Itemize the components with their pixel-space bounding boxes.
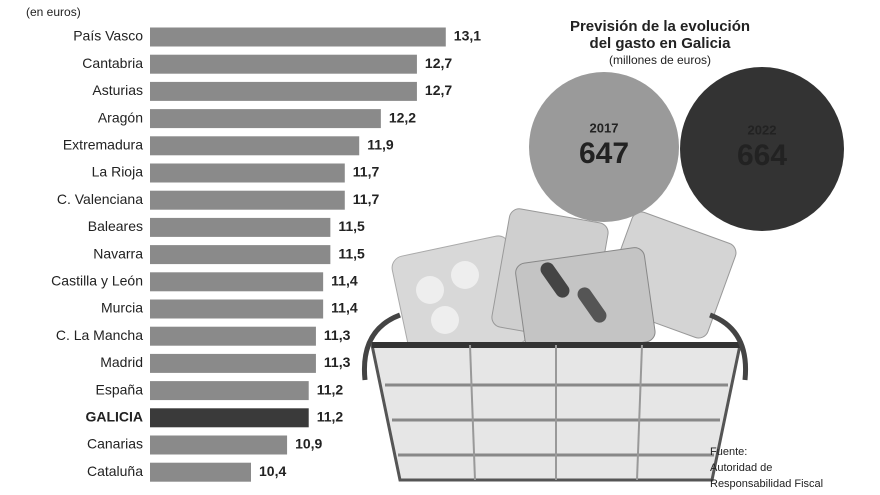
bar: [150, 299, 324, 319]
category-label: Extremadura: [63, 137, 143, 153]
value-label: 11,2: [317, 409, 344, 425]
bar: [150, 326, 316, 346]
forecast-title: del gasto en Galicia: [590, 35, 732, 52]
value-label: 12,2: [389, 109, 416, 125]
category-label: Cataluña: [87, 463, 143, 479]
source: Fuente:: [710, 446, 747, 458]
forecast-value: 647: [579, 137, 629, 170]
value-label: 11,4: [331, 273, 358, 289]
category-label: España: [96, 381, 144, 397]
forecast-value: 664: [737, 139, 787, 172]
value-label: 11,7: [353, 191, 380, 207]
value-label: 11,4: [331, 300, 358, 316]
forecast-circle: [680, 67, 844, 231]
value-label: 11,9: [367, 137, 394, 153]
value-label: 11,3: [324, 327, 351, 343]
value-label: 11,2: [317, 381, 344, 397]
bar: [150, 27, 446, 47]
category-label: Madrid: [100, 354, 143, 370]
bar: [150, 408, 309, 428]
category-label: GALICIA: [85, 409, 143, 425]
category-label: Aragón: [98, 109, 143, 125]
source: Responsabilidad Fiscal: [710, 478, 823, 490]
chart-subtitle: (en euros): [26, 5, 81, 19]
value-label: 11,7: [353, 164, 380, 180]
category-label: C. La Mancha: [56, 327, 143, 343]
category-label: País Vasco: [73, 28, 143, 44]
category-label: Baleares: [88, 218, 143, 234]
category-label: Navarra: [93, 245, 143, 261]
value-label: 13,1: [454, 28, 481, 44]
category-label: Castilla y León: [51, 273, 143, 289]
value-label: 12,7: [425, 82, 452, 98]
basket-illustration: [361, 208, 749, 482]
bar: [150, 435, 288, 455]
value-label: 12,7: [425, 55, 452, 71]
category-label: Asturias: [92, 82, 143, 98]
forecast-subtitle: (millones de euros): [609, 53, 711, 67]
bar: [150, 245, 331, 265]
category-label: C. Valenciana: [57, 191, 143, 207]
bar: [150, 217, 331, 237]
bar: [150, 381, 309, 401]
forecast-year: 2022: [748, 122, 777, 137]
value-label: 11,5: [338, 218, 365, 234]
category-label: Cantabria: [82, 55, 143, 71]
bar: [150, 190, 345, 210]
bar: [150, 54, 417, 74]
bar: [150, 136, 360, 156]
bar: [150, 353, 316, 373]
forecast-year: 2017: [590, 120, 619, 135]
bar: [150, 272, 324, 292]
category-label: Murcia: [101, 300, 143, 316]
category-label: Canarias: [87, 436, 143, 452]
value-label: 10,9: [295, 436, 322, 452]
value-label: 10,4: [259, 463, 286, 479]
bar: [150, 462, 251, 482]
bar: [150, 81, 417, 101]
value-label: 11,3: [324, 354, 351, 370]
category-label: La Rioja: [92, 164, 144, 180]
source: Autoridad de: [710, 462, 772, 474]
value-label: 11,5: [338, 245, 365, 261]
bar: [150, 109, 381, 129]
forecast-title: Previsión de la evolución: [570, 18, 750, 35]
forecast-circle: [529, 72, 679, 222]
bar: [150, 163, 345, 183]
